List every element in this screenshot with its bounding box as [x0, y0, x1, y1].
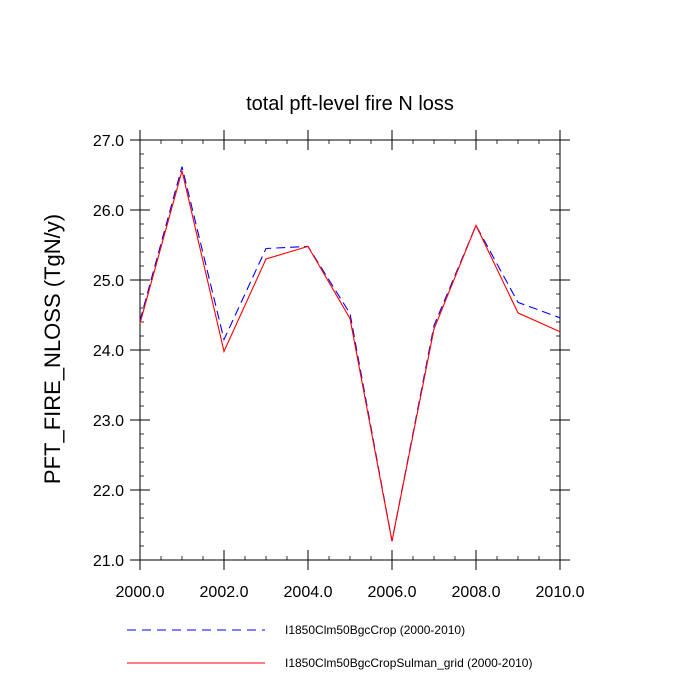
legend-label-1: I1850Clm50BgcCrop (2000-2010)	[285, 623, 465, 637]
y-tick-label: 25.0	[93, 273, 124, 290]
legend-label-2: I1850Clm50BgcCropSulman_grid (2000-2010)	[285, 656, 532, 670]
series-line-2	[139, 170, 561, 542]
plot-area: 21.0 22.0 23.0 24.0 25.0 26.0 27.0 2000.0 2002.0…	[93, 130, 585, 601]
y-tick-label: 23.0	[93, 413, 124, 430]
x-tick-label: 2000.0	[116, 584, 165, 601]
y-tick-label: 22.0	[93, 483, 124, 500]
legend: I1850Clm50BgcCrop (2000-2010) I1850Clm50B…	[127, 623, 532, 670]
y-tick-label: 24.0	[93, 343, 124, 360]
y-tick-label: 26.0	[93, 203, 124, 220]
x-tick-label: 2010.0	[536, 584, 585, 601]
y-tick-label: 27.0	[93, 133, 124, 150]
x-tick-label: 2004.0	[284, 584, 333, 601]
y-axis-label: PFT_FIRE_NLOSS (TgN/y)	[40, 214, 65, 484]
x-tick-label: 2002.0	[200, 584, 249, 601]
series-line-1	[139, 166, 561, 542]
x-tick-label: 2008.0	[452, 584, 501, 601]
y-tick-label: 21.0	[93, 553, 124, 570]
x-tick-label: 2006.0	[368, 584, 417, 601]
chart-title: total pft-level fire N loss	[246, 93, 454, 115]
plot-frame	[139, 139, 561, 561]
